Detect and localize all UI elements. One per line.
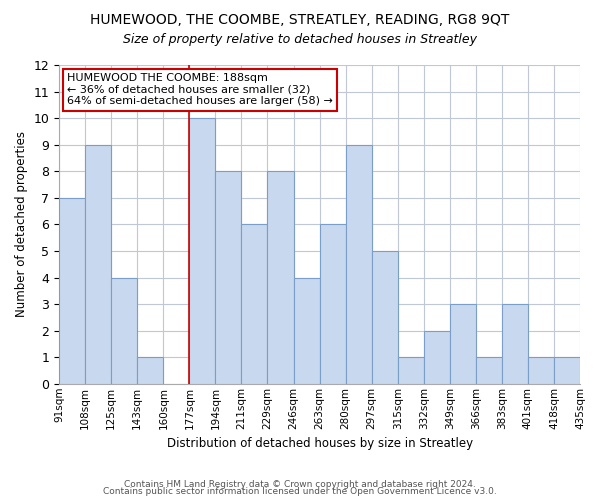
Bar (398, 357, 424, 384)
Bar (346, 144, 371, 384)
Bar (268, 172, 293, 384)
Bar (111, 278, 137, 384)
X-axis label: Distribution of detached houses by size in Streatley: Distribution of detached houses by size … (167, 437, 473, 450)
Bar (554, 357, 580, 384)
Bar (59, 198, 85, 384)
Bar (293, 278, 320, 384)
Bar (85, 144, 111, 384)
Text: Contains HM Land Registry data © Crown copyright and database right 2024.: Contains HM Land Registry data © Crown c… (124, 480, 476, 489)
Bar (320, 224, 346, 384)
Text: Size of property relative to detached houses in Streatley: Size of property relative to detached ho… (123, 32, 477, 46)
Bar (502, 304, 528, 384)
Bar (190, 118, 215, 384)
Bar (476, 357, 502, 384)
Bar (450, 304, 476, 384)
Text: HUMEWOOD, THE COOMBE, STREATLEY, READING, RG8 9QT: HUMEWOOD, THE COOMBE, STREATLEY, READING… (91, 12, 509, 26)
Text: Contains public sector information licensed under the Open Government Licence v3: Contains public sector information licen… (103, 487, 497, 496)
Bar (424, 330, 450, 384)
Bar (215, 172, 241, 384)
Bar (137, 357, 163, 384)
Bar (241, 224, 268, 384)
Y-axis label: Number of detached properties: Number of detached properties (15, 132, 28, 318)
Bar (371, 251, 398, 384)
Text: HUMEWOOD THE COOMBE: 188sqm
← 36% of detached houses are smaller (32)
64% of sem: HUMEWOOD THE COOMBE: 188sqm ← 36% of det… (67, 73, 333, 106)
Bar (528, 357, 554, 384)
